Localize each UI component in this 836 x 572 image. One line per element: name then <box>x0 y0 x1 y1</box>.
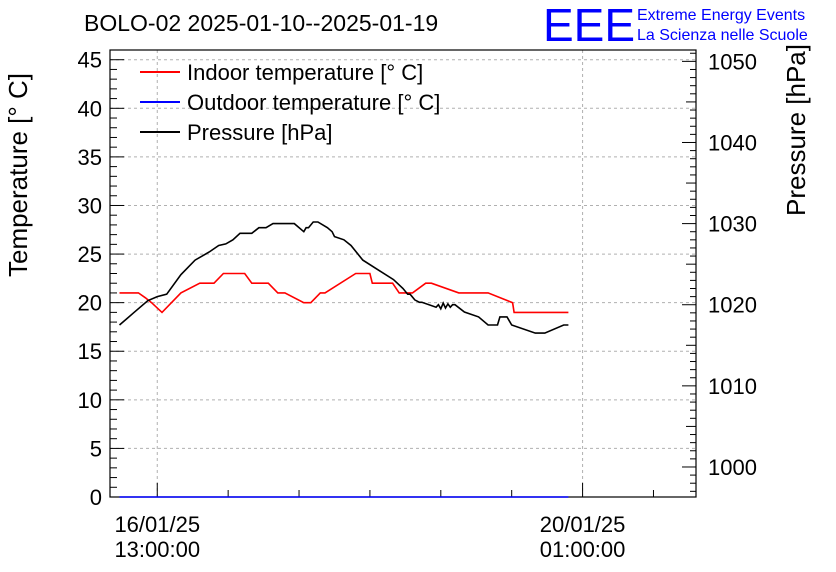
eee-logo: EEE Extreme Energy Events La Scienza nel… <box>543 0 808 51</box>
x-tick-label-date-1: 20/01/25 <box>540 512 626 537</box>
series-line-pressure <box>118 221 569 334</box>
x-tick-label-time-0: 13:00:00 <box>114 537 200 562</box>
y-tick-label-15: 15 <box>78 339 102 364</box>
axes-layer: 0 5 10 15 20 25 30 35 40 45 1000 1010 1020 1030 1040 10… <box>78 48 757 562</box>
x-tick-label-date-0: 16/01/25 <box>114 512 200 537</box>
y-axis-title: Temperature [° C] <box>3 73 33 277</box>
y-tick-label-45: 45 <box>78 48 102 73</box>
legend-label-pressure: Pressure [hPa] <box>187 120 333 145</box>
chart-title: BOLO-02 2025-01-10--2025-01-19 <box>84 10 438 36</box>
y2-tick-label-1000: 1000 <box>708 455 757 480</box>
plot-frame <box>109 49 697 498</box>
y2-tick-label-1050: 1050 <box>708 49 757 74</box>
x-tick-label-time-1: 01:00:00 <box>540 537 626 562</box>
y-tick-label-35: 35 <box>78 145 102 170</box>
y2-axis-title: Pressure [hPa] <box>781 44 811 216</box>
grid-layer <box>110 50 696 497</box>
eee-logo-line1: Extreme Energy Events <box>637 7 805 24</box>
y-tick-label-5: 5 <box>90 436 102 461</box>
y2-tick-label-1010: 1010 <box>708 374 757 399</box>
y-tick-label-30: 30 <box>78 193 102 218</box>
y-tick-label-10: 10 <box>78 388 102 413</box>
eee-logo-line2: La Scienza nelle Scuole <box>637 27 808 44</box>
eee-logo-mark: EEE <box>543 0 635 51</box>
y-tick-label-40: 40 <box>78 96 102 121</box>
legend: Indoor temperature [° C] Outdoor tempera… <box>140 60 440 145</box>
series-layer <box>118 221 569 498</box>
y2-tick-label-1030: 1030 <box>708 212 757 237</box>
y-tick-label-25: 25 <box>78 242 102 267</box>
y-tick-label-20: 20 <box>78 291 102 316</box>
legend-label-outdoor: Outdoor temperature [° C] <box>187 90 440 115</box>
y-tick-label-0: 0 <box>90 485 102 510</box>
y2-tick-label-1040: 1040 <box>708 130 757 155</box>
series-line-indoor <box>119 272 569 314</box>
y2-tick-label-1020: 1020 <box>708 293 757 318</box>
legend-label-indoor: Indoor temperature [° C] <box>187 60 423 85</box>
